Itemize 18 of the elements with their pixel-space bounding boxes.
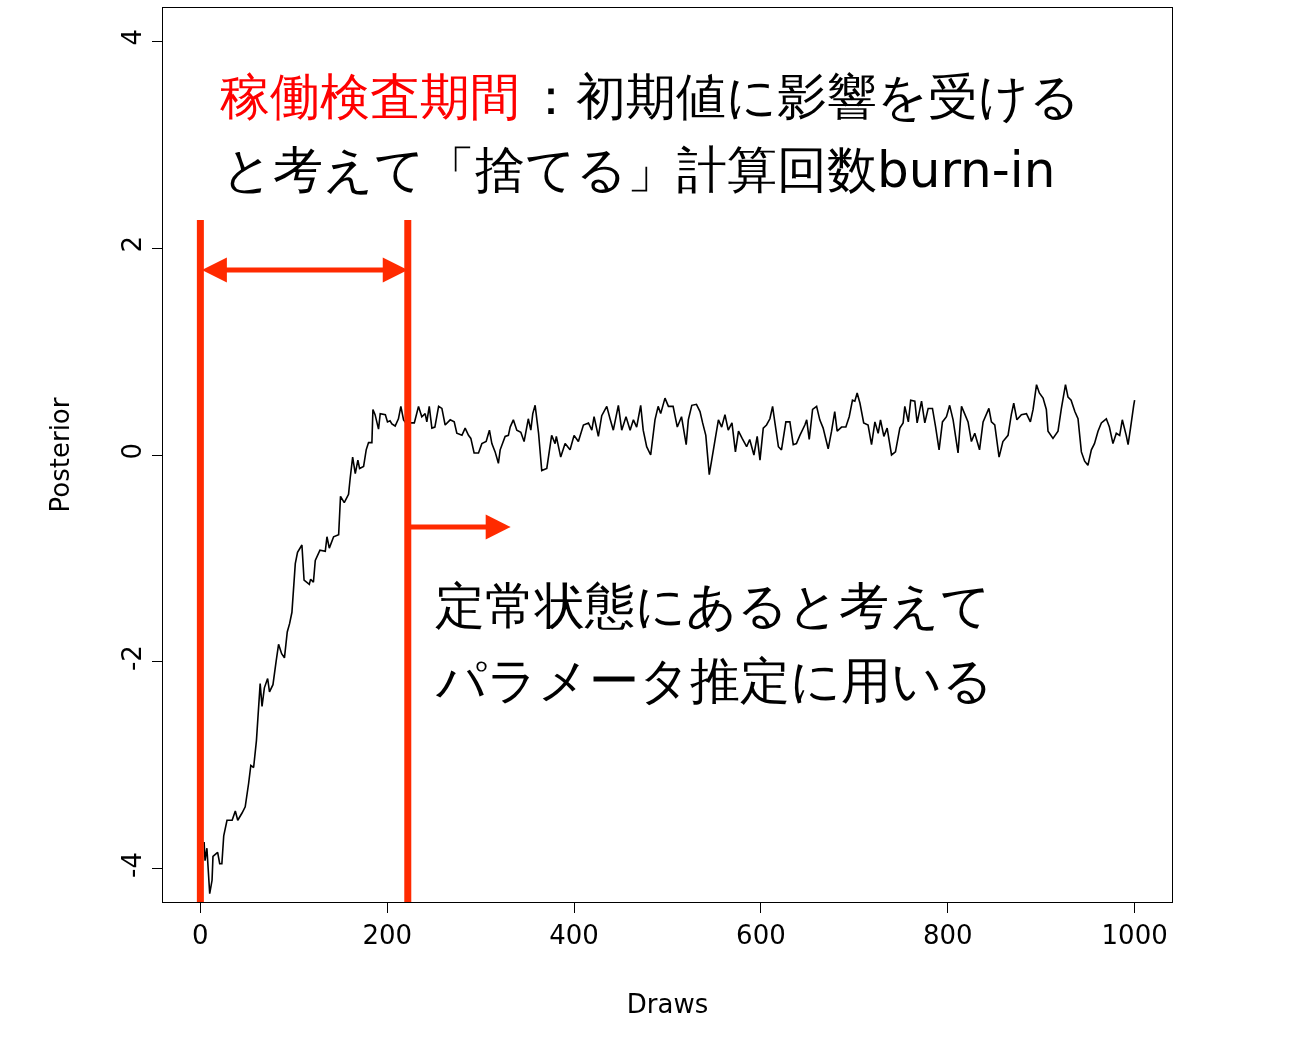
y-tick-label: -4: [117, 852, 148, 878]
y-tick-label: 0: [117, 442, 148, 460]
x-tick-label: 200: [362, 920, 413, 951]
annotation: 稼働検査期間: [220, 68, 520, 126]
y-axis-title: Posterior: [44, 397, 75, 513]
x-tick-label: 1000: [1101, 920, 1168, 951]
annotation: と考えて「捨てる」計算回数burn-in: [222, 141, 1056, 199]
annotation: ：初期値に影響を受ける: [526, 68, 1080, 126]
x-tick-label: 600: [736, 920, 786, 951]
annotation: パラメータ推定に用いる: [435, 652, 993, 710]
x-tick-label: 400: [549, 920, 599, 951]
x-axis-title: Draws: [626, 989, 709, 1020]
x-tick-label: 0: [192, 920, 209, 951]
annotation: 定常状態にあると考えて: [435, 577, 991, 635]
y-tick-label: 4: [117, 28, 148, 46]
x-tick-label: 800: [922, 920, 973, 951]
y-tick-label: -2: [117, 645, 148, 672]
y-tick-label: 2: [117, 235, 148, 253]
